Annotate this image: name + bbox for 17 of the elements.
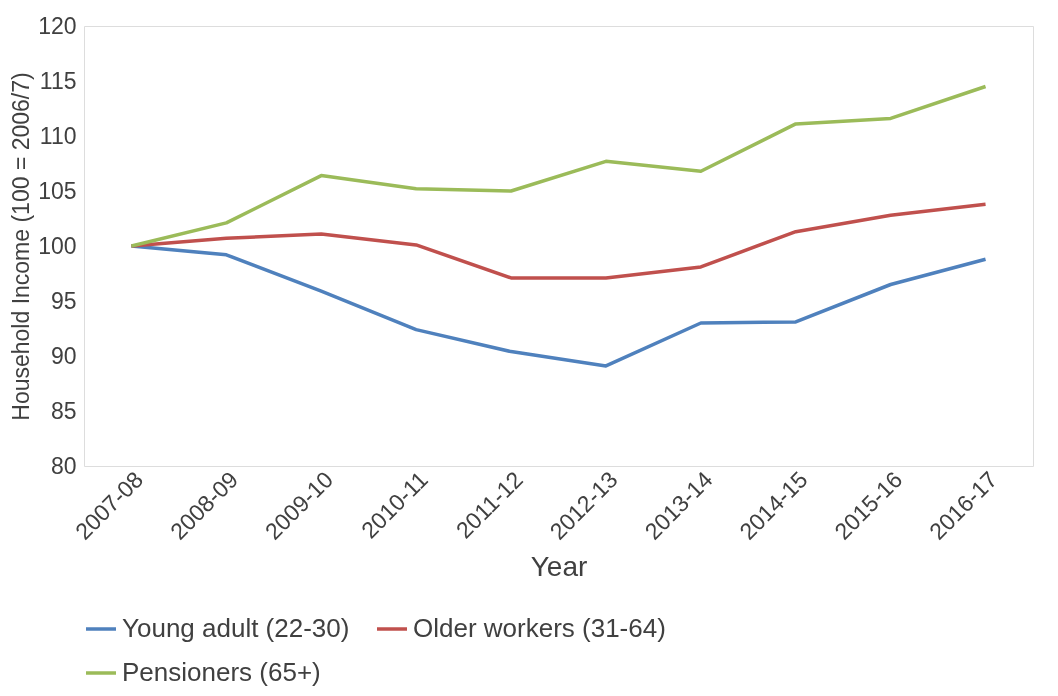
legend-label: Older workers (31-64)	[413, 613, 666, 643]
line-series	[129, 244, 988, 368]
y-tick-label: 95	[50, 287, 77, 314]
y-tick-label: 105	[38, 177, 77, 204]
y-tick-label: 110	[39, 122, 77, 149]
line-series	[129, 202, 988, 280]
y-tick-label: 90	[50, 342, 77, 369]
y-axis-title: Household Income (100 = 2006/7)	[8, 72, 35, 421]
y-tick-label: 100	[38, 232, 77, 259]
y-tick-label: 80	[50, 452, 77, 479]
legend-label: Pensioners (65+)	[122, 657, 321, 687]
y-tick-label: 115	[39, 67, 77, 94]
line-series	[129, 84, 988, 248]
y-tick-label: 85	[50, 397, 77, 424]
x-axis-title: Year	[530, 551, 588, 583]
legend-label: Young adult (22-30)	[122, 613, 350, 643]
y-tick-label: 120	[38, 12, 77, 39]
